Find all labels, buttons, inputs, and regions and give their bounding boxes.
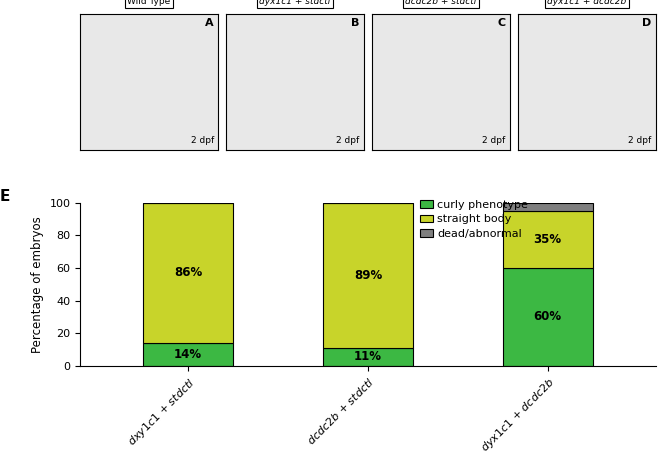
Text: dyx1c1 + dcdc2b: dyx1c1 + dcdc2b (547, 0, 626, 6)
Bar (323, 203, 413, 348)
Text: 11%: 11% (354, 350, 382, 363)
Y-axis label: Percentage of embryos: Percentage of embryos (31, 216, 44, 353)
Text: 2 dpf: 2 dpf (482, 136, 506, 145)
Text: D: D (642, 18, 652, 28)
Text: 89%: 89% (354, 269, 382, 282)
Bar (143, 343, 233, 366)
Text: 14%: 14% (174, 348, 202, 361)
Bar (503, 211, 593, 268)
Bar (503, 203, 593, 211)
Text: 86%: 86% (174, 266, 202, 279)
Text: C: C (498, 18, 506, 28)
Legend: curly phenotype, straight body, dead/abnormal: curly phenotype, straight body, dead/abn… (419, 200, 529, 239)
Bar (323, 348, 413, 366)
Text: B: B (351, 18, 360, 28)
Text: 2 dpf: 2 dpf (191, 136, 214, 145)
Text: 60%: 60% (534, 310, 562, 323)
Text: 2 dpf: 2 dpf (337, 136, 360, 145)
Text: 2 dpf: 2 dpf (628, 136, 652, 145)
Bar (503, 268, 593, 366)
Text: Wild Type: Wild Type (128, 0, 171, 6)
Text: 35%: 35% (534, 233, 562, 246)
Bar (143, 203, 233, 343)
Text: A: A (205, 18, 214, 28)
Text: dcdc2b + stdctl: dcdc2b + stdctl (405, 0, 476, 6)
Text: dyx1c1 + stdctl: dyx1c1 + stdctl (260, 0, 330, 6)
Text: E: E (0, 189, 10, 204)
